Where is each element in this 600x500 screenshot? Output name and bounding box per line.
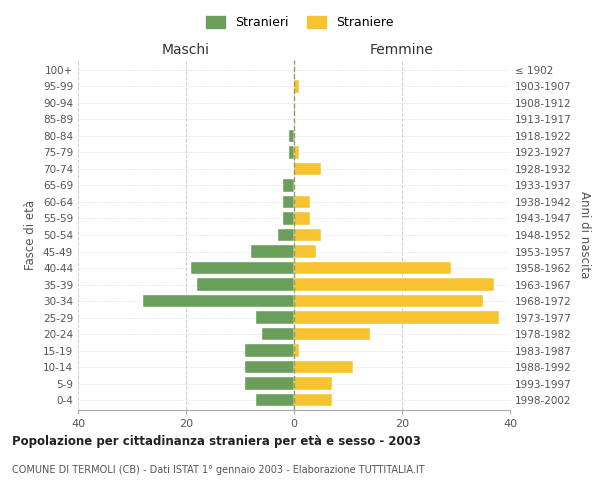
Bar	[283, 180, 294, 192]
Bar	[294, 278, 494, 290]
Text: Maschi: Maschi	[162, 42, 210, 56]
Bar	[262, 328, 294, 340]
Y-axis label: Fasce di età: Fasce di età	[25, 200, 37, 270]
Bar	[294, 328, 370, 340]
Bar	[294, 378, 332, 390]
Bar	[294, 262, 451, 274]
Bar	[245, 378, 294, 390]
Text: Popolazione per cittadinanza straniera per età e sesso - 2003: Popolazione per cittadinanza straniera p…	[12, 435, 421, 448]
Bar	[294, 394, 332, 406]
Y-axis label: Anni di nascita: Anni di nascita	[578, 192, 591, 278]
Bar	[294, 212, 310, 224]
Bar	[294, 80, 299, 92]
Bar	[289, 146, 294, 158]
Bar	[256, 312, 294, 324]
Bar	[294, 163, 321, 175]
Bar	[283, 196, 294, 208]
Bar	[294, 229, 321, 241]
Bar	[294, 312, 499, 324]
Text: Femmine: Femmine	[370, 42, 434, 56]
Bar	[294, 246, 316, 258]
Bar	[245, 361, 294, 374]
Bar	[278, 229, 294, 241]
Bar	[197, 278, 294, 290]
Bar	[289, 130, 294, 142]
Bar	[283, 212, 294, 224]
Bar	[294, 361, 353, 374]
Bar	[256, 394, 294, 406]
Bar	[251, 246, 294, 258]
Legend: Stranieri, Straniere: Stranieri, Straniere	[202, 11, 398, 34]
Bar	[143, 295, 294, 307]
Bar	[294, 146, 299, 158]
Bar	[191, 262, 294, 274]
Text: COMUNE DI TERMOLI (CB) - Dati ISTAT 1° gennaio 2003 - Elaborazione TUTTITALIA.IT: COMUNE DI TERMOLI (CB) - Dati ISTAT 1° g…	[12, 465, 425, 475]
Bar	[245, 344, 294, 357]
Bar	[294, 344, 299, 357]
Bar	[294, 196, 310, 208]
Bar	[294, 295, 483, 307]
